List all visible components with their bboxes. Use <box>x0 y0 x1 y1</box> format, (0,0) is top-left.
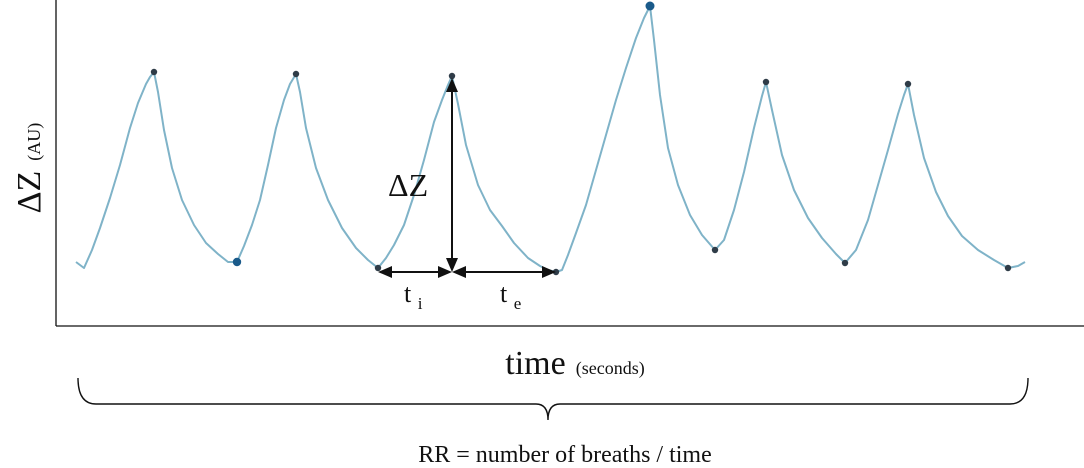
y-axis-label: ΔZ (AU) <box>11 123 48 214</box>
ti-arrow <box>378 266 452 278</box>
amplitude-label: ΔZ <box>388 167 428 203</box>
amplitude-arrow <box>446 78 458 272</box>
te-arrow <box>452 266 556 278</box>
peak-marker <box>292 70 300 78</box>
y-axis-unit: (AU) <box>24 123 45 161</box>
x-axis-unit: (seconds) <box>576 358 645 379</box>
trough-marker <box>374 264 382 272</box>
trough-marker <box>711 246 719 254</box>
x-axis-label: time (seconds) <box>505 345 644 382</box>
breath-markers <box>150 1 1012 276</box>
trough-marker <box>1004 264 1012 272</box>
te-subscript: e <box>514 294 522 313</box>
respiratory-rate-formula: RR = number of breaths / time <box>418 442 711 468</box>
ti-label: t i <box>404 279 423 313</box>
peak-marker <box>762 78 770 86</box>
te-label: t e <box>500 279 521 313</box>
peak-marker <box>904 80 912 88</box>
y-axis-main: ΔZ <box>11 171 48 214</box>
time-span-brace <box>77 377 1029 421</box>
ti-subscript: i <box>418 294 423 313</box>
peak-marker <box>645 1 655 11</box>
te-base: t <box>500 279 508 308</box>
trough-marker <box>841 259 849 267</box>
ti-base: t <box>404 279 412 308</box>
trough-marker <box>232 257 242 267</box>
peak-marker <box>150 68 158 76</box>
x-axis-main: time <box>505 345 565 382</box>
peak-marker <box>448 72 456 80</box>
impedance-trace <box>75 5 1026 273</box>
